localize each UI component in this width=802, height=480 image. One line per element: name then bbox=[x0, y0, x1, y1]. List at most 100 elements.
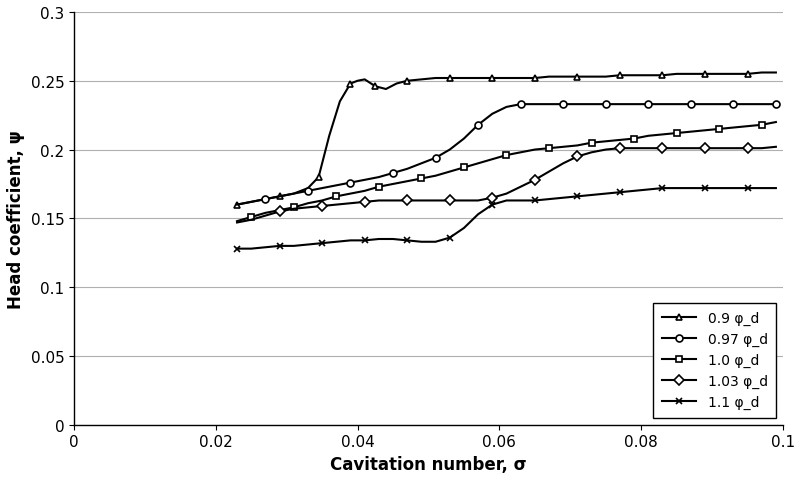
1.0 φ_d bbox=[416, 176, 426, 182]
0.9 φ_d bbox=[261, 197, 270, 203]
1.1 φ_d bbox=[530, 198, 540, 204]
0.97 φ_d bbox=[573, 102, 582, 108]
1.1 φ_d bbox=[331, 240, 341, 245]
1.1 φ_d bbox=[700, 186, 710, 192]
1.0 φ_d bbox=[558, 144, 568, 150]
0.97 φ_d bbox=[416, 161, 426, 167]
1.0 φ_d bbox=[445, 169, 455, 175]
1.03 φ_d bbox=[700, 146, 710, 152]
1.1 φ_d bbox=[573, 194, 582, 200]
0.97 φ_d bbox=[700, 102, 710, 108]
0.9 φ_d bbox=[643, 73, 653, 79]
0.9 φ_d bbox=[459, 76, 468, 82]
1.03 φ_d bbox=[488, 195, 497, 201]
1.1 φ_d bbox=[502, 198, 512, 204]
0.9 φ_d bbox=[353, 79, 363, 84]
1.0 φ_d bbox=[246, 215, 256, 220]
1.1 φ_d bbox=[233, 246, 242, 252]
0.9 φ_d bbox=[630, 73, 639, 79]
0.9 φ_d bbox=[360, 77, 370, 83]
0.9 φ_d bbox=[289, 192, 298, 197]
1.03 φ_d bbox=[374, 198, 383, 204]
1.1 φ_d bbox=[416, 240, 426, 245]
1.1 φ_d bbox=[516, 198, 525, 204]
0.97 φ_d bbox=[403, 167, 412, 172]
0.97 φ_d bbox=[459, 136, 468, 142]
1.1 φ_d bbox=[715, 186, 724, 192]
Line: 1.1 φ_d: 1.1 φ_d bbox=[233, 185, 780, 252]
1.0 φ_d bbox=[261, 211, 270, 216]
1.1 φ_d bbox=[388, 237, 398, 242]
1.0 φ_d bbox=[686, 130, 695, 135]
1.03 φ_d bbox=[416, 198, 426, 204]
1.0 φ_d bbox=[459, 165, 468, 171]
1.0 φ_d bbox=[658, 132, 667, 138]
1.03 φ_d bbox=[573, 154, 582, 160]
1.03 φ_d bbox=[360, 200, 370, 205]
0.97 φ_d bbox=[743, 102, 752, 108]
1.03 φ_d bbox=[275, 209, 285, 215]
1.1 φ_d bbox=[318, 241, 327, 247]
0.97 φ_d bbox=[757, 102, 767, 108]
0.9 φ_d bbox=[445, 76, 455, 82]
1.03 φ_d bbox=[233, 220, 242, 226]
1.03 φ_d bbox=[558, 161, 568, 167]
1.1 φ_d bbox=[601, 192, 610, 197]
0.97 φ_d bbox=[374, 175, 383, 180]
Line: 1.0 φ_d: 1.0 φ_d bbox=[233, 120, 780, 225]
0.9 φ_d bbox=[314, 175, 323, 180]
1.03 φ_d bbox=[346, 201, 355, 207]
1.03 φ_d bbox=[473, 198, 483, 204]
1.0 φ_d bbox=[331, 194, 341, 200]
0.97 φ_d bbox=[686, 102, 695, 108]
1.0 φ_d bbox=[757, 123, 767, 129]
1.0 φ_d bbox=[630, 136, 639, 142]
1.1 φ_d bbox=[346, 238, 355, 244]
1.1 φ_d bbox=[459, 226, 468, 231]
1.1 φ_d bbox=[686, 186, 695, 192]
X-axis label: Cavitation number, σ: Cavitation number, σ bbox=[330, 455, 527, 473]
0.97 φ_d bbox=[289, 192, 298, 197]
1.03 φ_d bbox=[246, 217, 256, 223]
0.97 φ_d bbox=[587, 102, 597, 108]
1.03 φ_d bbox=[331, 202, 341, 208]
0.9 φ_d bbox=[672, 72, 682, 78]
0.9 φ_d bbox=[700, 72, 710, 78]
1.0 φ_d bbox=[318, 198, 327, 204]
Y-axis label: Head coefficient, ψ: Head coefficient, ψ bbox=[7, 130, 25, 308]
1.03 φ_d bbox=[757, 146, 767, 152]
1.03 φ_d bbox=[545, 169, 554, 175]
1.03 φ_d bbox=[318, 204, 327, 209]
1.0 φ_d bbox=[388, 182, 398, 188]
0.97 φ_d bbox=[728, 102, 738, 108]
1.03 φ_d bbox=[601, 147, 610, 153]
0.97 φ_d bbox=[233, 202, 242, 208]
1.03 φ_d bbox=[459, 198, 468, 204]
1.03 φ_d bbox=[388, 198, 398, 204]
0.9 φ_d bbox=[233, 202, 242, 208]
1.0 φ_d bbox=[431, 173, 440, 179]
1.0 φ_d bbox=[233, 219, 242, 225]
0.9 φ_d bbox=[530, 76, 540, 82]
1.03 φ_d bbox=[643, 146, 653, 152]
0.97 φ_d bbox=[431, 156, 440, 161]
0.9 φ_d bbox=[473, 76, 483, 82]
0.9 φ_d bbox=[771, 71, 780, 76]
Line: 0.9 φ_d: 0.9 φ_d bbox=[233, 70, 780, 209]
0.9 φ_d bbox=[246, 200, 256, 205]
Legend: 0.9 φ_d, 0.97 φ_d, 1.0 φ_d, 1.03 φ_d, 1.1 φ_d: 0.9 φ_d, 0.97 φ_d, 1.0 φ_d, 1.03 φ_d, 1.… bbox=[654, 303, 776, 418]
0.9 φ_d bbox=[516, 76, 525, 82]
0.97 φ_d bbox=[473, 123, 483, 129]
1.03 φ_d bbox=[516, 184, 525, 190]
0.9 φ_d bbox=[757, 71, 767, 76]
1.03 φ_d bbox=[530, 178, 540, 183]
0.9 φ_d bbox=[502, 76, 512, 82]
1.03 φ_d bbox=[261, 213, 270, 219]
1.0 φ_d bbox=[728, 125, 738, 131]
1.1 φ_d bbox=[488, 202, 497, 208]
0.9 φ_d bbox=[587, 74, 597, 80]
1.1 φ_d bbox=[289, 243, 298, 249]
0.97 φ_d bbox=[658, 102, 667, 108]
1.0 φ_d bbox=[289, 205, 298, 211]
1.1 φ_d bbox=[587, 192, 597, 198]
